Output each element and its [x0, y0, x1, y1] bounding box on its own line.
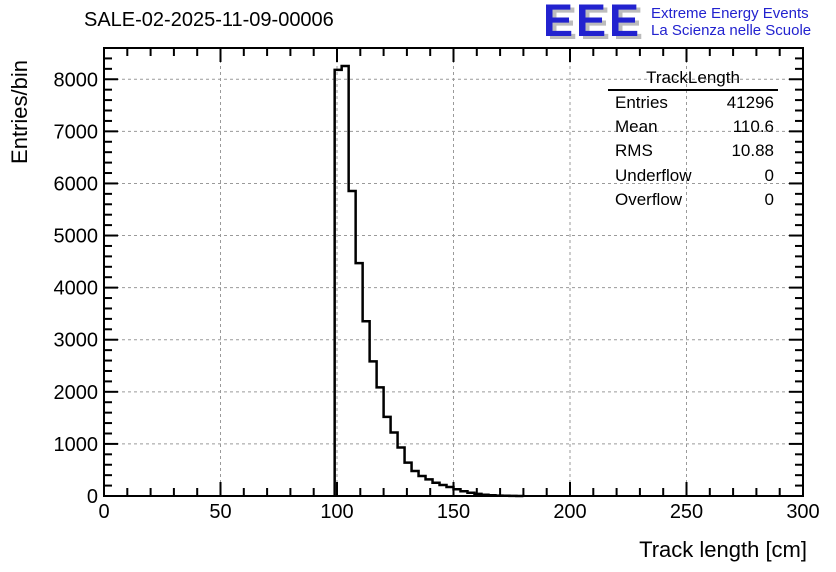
stats-label: Mean: [615, 117, 658, 137]
eee-logo-line2: La Scienza nelle Scuole: [651, 21, 812, 39]
y-tick-label: 3000: [54, 330, 99, 352]
stats-title-underline: [608, 89, 778, 91]
stats-row-overflow: Overflow 0: [608, 188, 778, 212]
stats-label: Underflow: [615, 165, 692, 185]
y-tick-label: 6000: [54, 173, 99, 195]
eee-logo: EEE Extreme Energy Events La Scienza nel…: [543, 0, 811, 46]
stats-row-rms: RMS 10.88: [608, 139, 778, 163]
stats-row-underflow: Underflow 0: [608, 164, 778, 188]
stats-label: RMS: [615, 141, 653, 161]
stats-row-mean: Mean 110.6: [608, 115, 778, 139]
y-axis-title: Entries/bin: [7, 60, 32, 164]
y-tick-label: 0: [87, 486, 98, 508]
x-tick-label: 150: [437, 501, 470, 523]
stats-value: 10.88: [731, 141, 774, 161]
histogram-line: [333, 64, 525, 498]
x-tick-label: 300: [786, 501, 819, 523]
stats-box: TrackLength Entries 41296 Mean 110.6 RMS…: [608, 68, 778, 212]
stats-value: 0: [764, 165, 774, 185]
plot-title: SALE-02-2025-11-09-00006: [84, 9, 334, 31]
eee-logo-acronym: EEE: [543, 0, 643, 46]
stats-value: 41296: [726, 93, 774, 112]
y-tick-label: 2000: [54, 382, 99, 404]
stats-box-title: TrackLength: [646, 68, 740, 87]
x-tick-label: 0: [98, 501, 109, 523]
plot-frame: [103, 47, 804, 497]
x-axis-title: Track length [cm]: [639, 537, 807, 562]
x-tick-label: 50: [209, 501, 231, 523]
x-tick-label: 250: [670, 501, 703, 523]
x-tick-label: 100: [320, 501, 353, 523]
y-tick-label: 1000: [54, 434, 99, 456]
eee-logo-line1: Extreme Energy Events: [651, 5, 809, 22]
stats-label: Overflow: [615, 189, 683, 209]
stats-label: Entries: [615, 93, 668, 112]
x-tick-label: 200: [553, 501, 586, 523]
stats-value: 110.6: [732, 117, 774, 137]
y-tick-label: 5000: [54, 226, 99, 248]
y-tick-label: 7000: [54, 121, 99, 143]
stats-row-entries: Entries 41296: [608, 91, 778, 115]
eee-logo-tagline: Extreme Energy Events La Scienza nelle S…: [651, 3, 811, 39]
y-tick-label: 4000: [54, 278, 99, 300]
stats-value: 0: [764, 189, 774, 209]
y-tick-label: 8000: [54, 69, 99, 91]
